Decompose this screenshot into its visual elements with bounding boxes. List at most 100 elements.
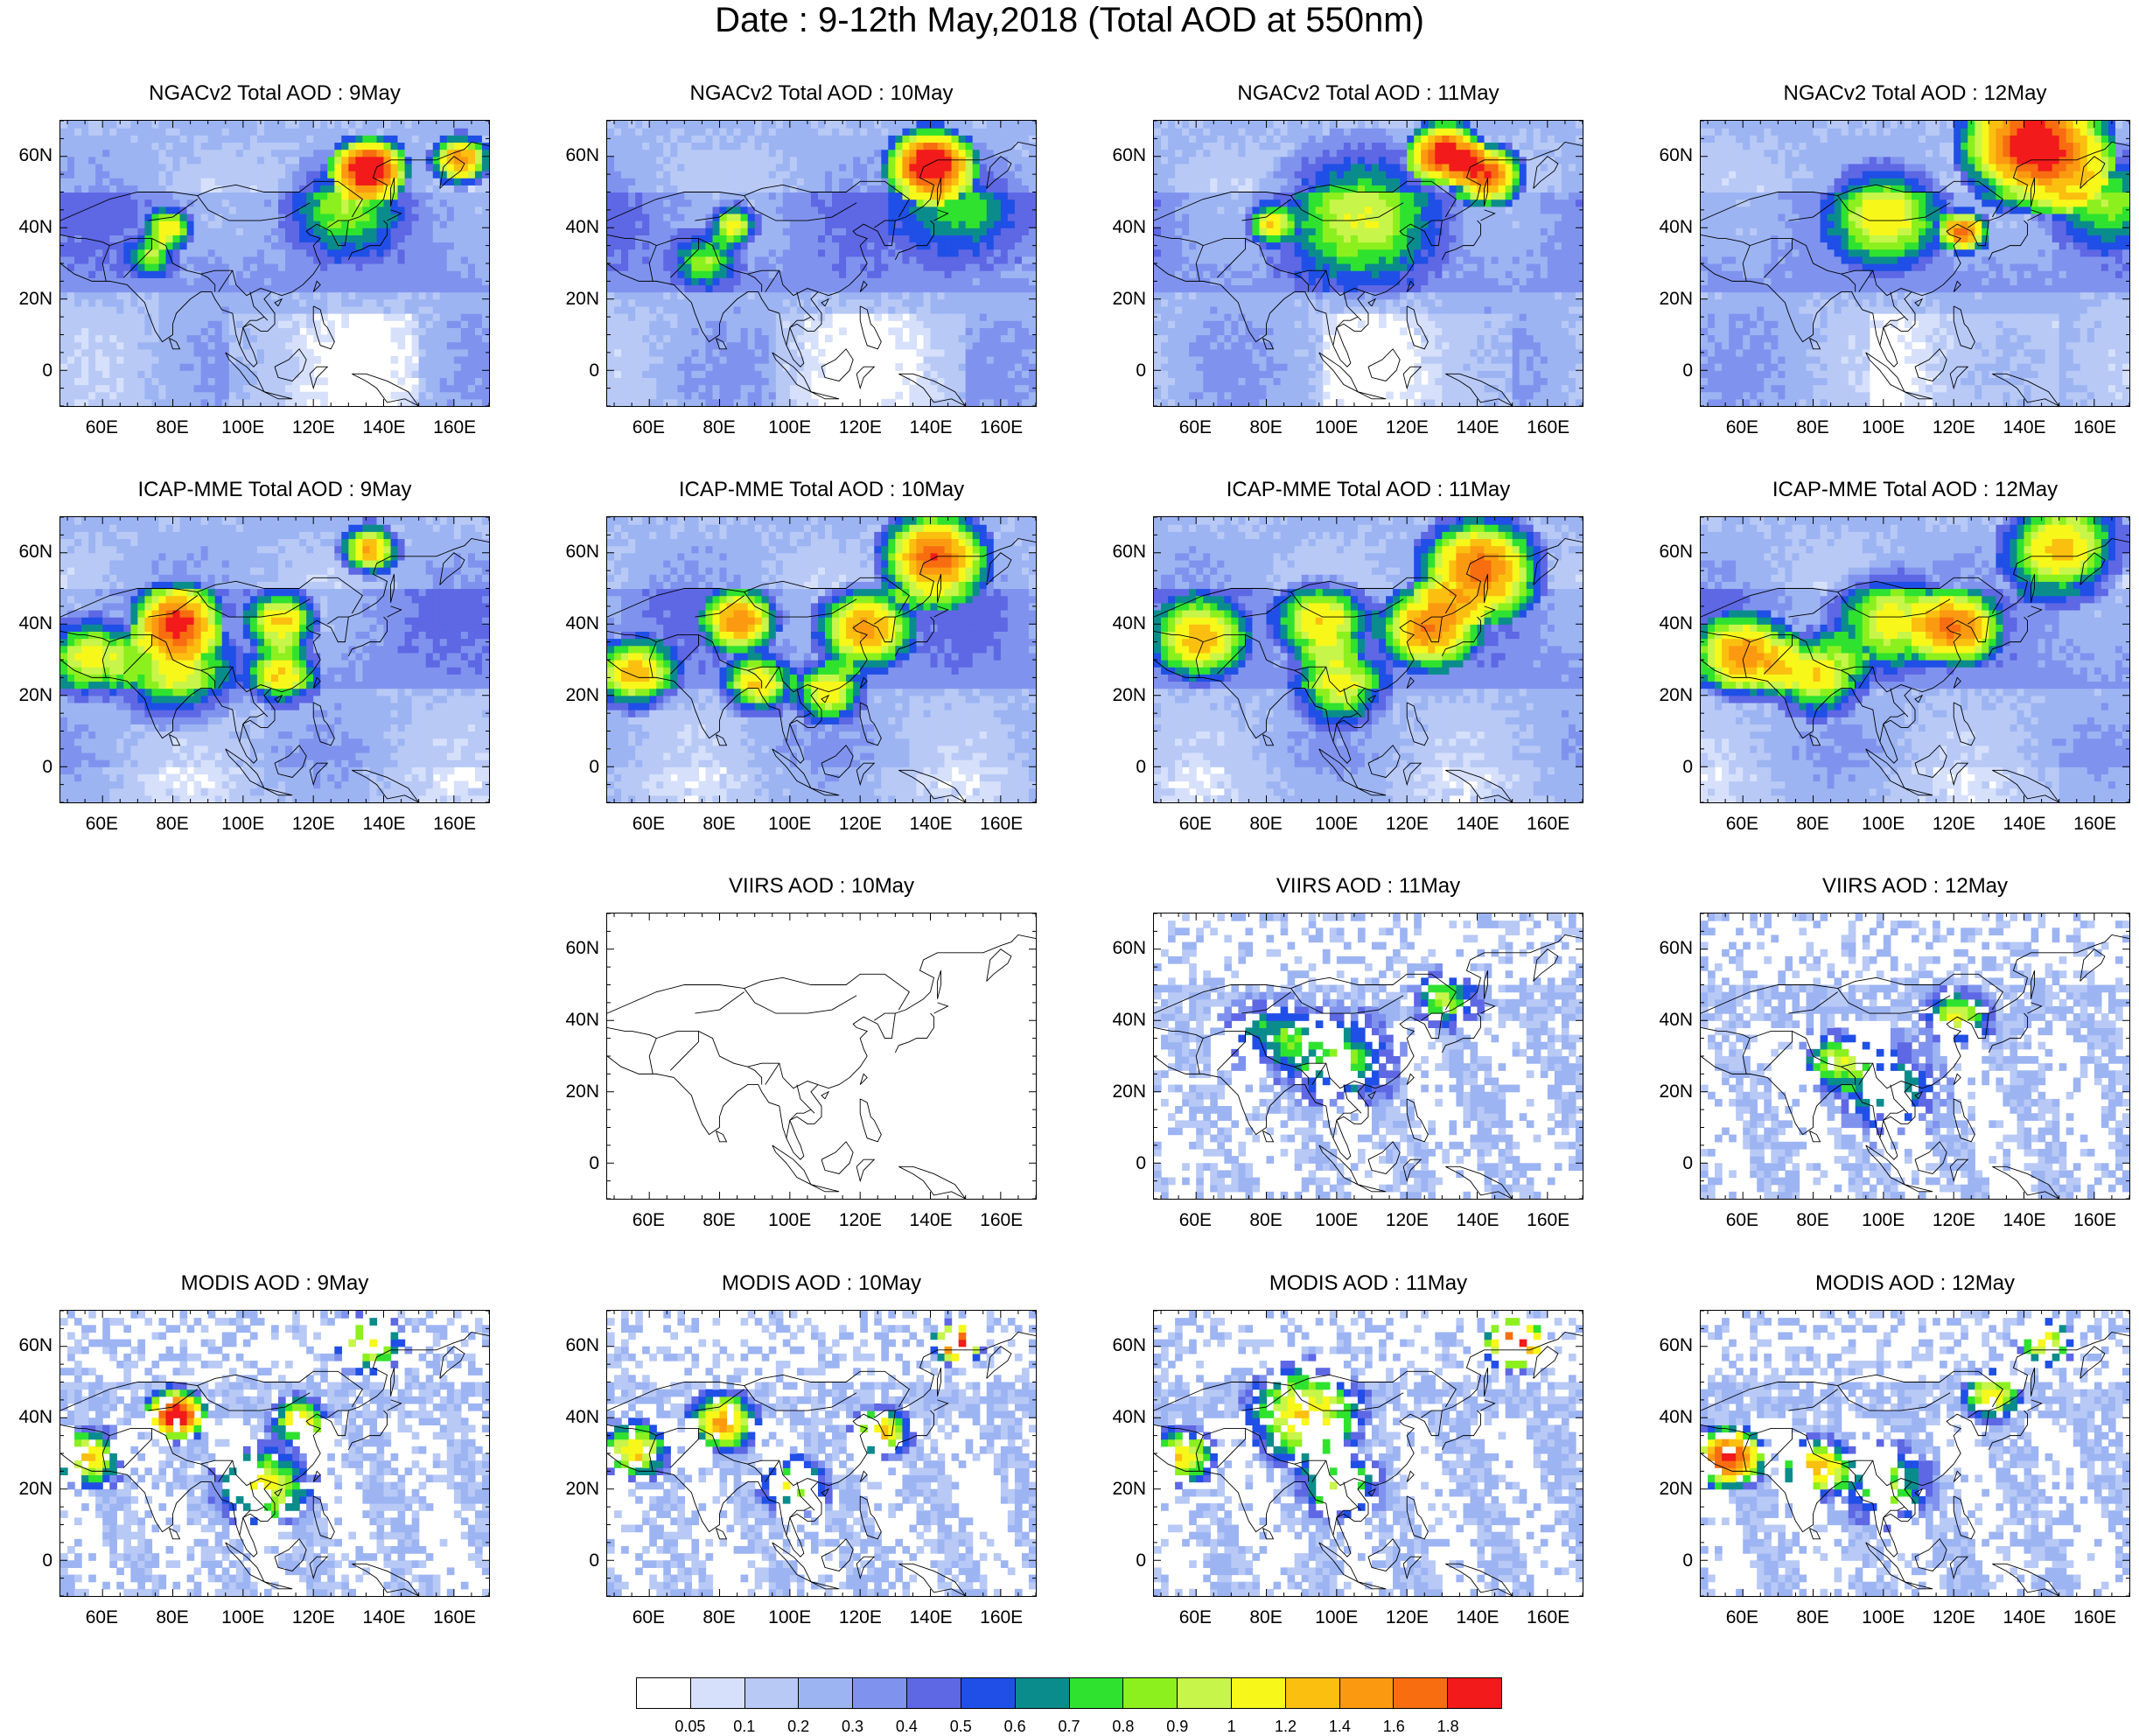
panel-title: MODIS AOD : 10May <box>605 1271 1038 1296</box>
colorbar-tick-label: 0.5 <box>934 1717 987 1736</box>
lat-tick-label: 20N <box>1094 289 1146 310</box>
lon-tick-label: 100E <box>1302 1210 1372 1231</box>
aod-field <box>1701 914 2129 1199</box>
lat-tick-label: 0 <box>1094 757 1146 778</box>
map-panel <box>59 120 490 407</box>
colorbar-tick-label: 0.05 <box>664 1717 716 1736</box>
lon-tick-label: 60E <box>1707 1210 1777 1231</box>
lon-tick-label: 80E <box>1778 1210 1848 1231</box>
map-panel <box>606 120 1037 407</box>
lat-tick-label: 60N <box>1640 938 1693 959</box>
lat-tick-label: 60N <box>1640 145 1693 166</box>
map-canvas <box>1154 914 1583 1199</box>
lon-tick-label: 60E <box>1160 814 1230 835</box>
colorbar-swatch <box>907 1678 961 1708</box>
map-panel <box>59 1310 490 1597</box>
lat-tick-label: 60N <box>1640 542 1693 563</box>
lon-tick-label: 160E <box>967 1607 1037 1628</box>
lon-tick-label: 140E <box>896 814 966 835</box>
lon-tick-label: 160E <box>2060 814 2130 835</box>
lon-tick-label: 140E <box>1989 814 2059 835</box>
map-canvas <box>60 517 489 802</box>
lat-tick-label: 40N <box>0 217 52 238</box>
lat-tick-label: 60N <box>547 542 599 563</box>
aod-field <box>60 121 489 406</box>
lon-tick-label: 80E <box>1778 1607 1848 1628</box>
lat-tick-label: 40N <box>547 1407 599 1428</box>
lat-tick-label: 60N <box>1094 1335 1146 1356</box>
lon-tick-label: 100E <box>208 1607 278 1628</box>
lon-tick-label: 60E <box>613 1607 683 1628</box>
lat-tick-label: 60N <box>1640 1335 1693 1356</box>
map-panel <box>59 516 490 803</box>
aod-field <box>607 1311 1036 1596</box>
lon-tick-label: 140E <box>896 417 966 438</box>
lat-tick-label: 60N <box>547 1335 599 1356</box>
lon-tick-label: 120E <box>1372 814 1442 835</box>
lon-tick-label: 80E <box>684 1210 754 1231</box>
map-canvas <box>607 517 1036 802</box>
lat-tick-label: 40N <box>0 613 52 634</box>
lat-tick-label: 0 <box>1640 360 1693 382</box>
colorbar-swatch <box>1394 1678 1448 1708</box>
colorbar-swatch <box>1070 1678 1124 1708</box>
lon-tick-label: 80E <box>1231 1210 1301 1231</box>
lat-tick-label: 40N <box>547 1010 599 1031</box>
lat-tick-label: 0 <box>0 1550 52 1572</box>
lat-tick-label: 0 <box>547 757 599 778</box>
lat-tick-label: 0 <box>1640 1153 1693 1174</box>
aod-field <box>1154 121 1583 406</box>
colorbar-swatch <box>1448 1678 1501 1708</box>
colorbar-tick-label: 0.2 <box>772 1717 825 1736</box>
map-canvas <box>1701 1311 2129 1596</box>
lat-tick-label: 60N <box>0 542 52 563</box>
lon-tick-label: 160E <box>420 1607 490 1628</box>
lon-tick-label: 100E <box>1302 417 1372 438</box>
lon-tick-label: 160E <box>2060 1210 2130 1231</box>
lat-tick-label: 0 <box>1094 360 1146 382</box>
lat-tick-label: 60N <box>547 938 599 959</box>
panel-title: ICAP-MME Total AOD : 9May <box>59 478 491 502</box>
lon-tick-label: 120E <box>1919 417 1989 438</box>
panel-title: NGACv2 Total AOD : 10May <box>605 81 1038 106</box>
lat-tick-label: 20N <box>0 685 52 706</box>
map-panel <box>1700 913 2130 1200</box>
lon-tick-label: 60E <box>1707 814 1777 835</box>
colorbar-tick-label: 1.6 <box>1367 1717 1420 1736</box>
lat-tick-label: 20N <box>1094 685 1146 706</box>
lat-tick-label: 0 <box>1094 1550 1146 1572</box>
aod-field <box>1701 1311 2129 1596</box>
lon-tick-label: 60E <box>613 814 683 835</box>
map-panel <box>606 913 1037 1200</box>
colorbar-tick-label: 1 <box>1206 1717 1258 1736</box>
map-canvas <box>60 121 489 406</box>
lon-tick-label: 120E <box>825 1210 895 1231</box>
lon-tick-label: 160E <box>420 417 490 438</box>
panel-title: NGACv2 Total AOD : 11May <box>1152 81 1584 106</box>
lon-tick-label: 60E <box>1160 417 1230 438</box>
lon-tick-label: 120E <box>1372 1607 1442 1628</box>
lat-tick-label: 40N <box>1094 613 1146 634</box>
colorbar-swatch <box>1123 1678 1178 1708</box>
lon-tick-label: 140E <box>1443 1607 1513 1628</box>
panel-title: VIIRS AOD : 11May <box>1152 874 1584 899</box>
lon-tick-label: 80E <box>684 417 754 438</box>
lon-tick-label: 60E <box>66 417 136 438</box>
lon-tick-label: 80E <box>684 814 754 835</box>
lon-tick-label: 80E <box>1231 1607 1301 1628</box>
lat-tick-label: 40N <box>547 613 599 634</box>
lon-tick-label: 120E <box>1919 1210 1989 1231</box>
lon-tick-label: 80E <box>1778 417 1848 438</box>
lon-tick-label: 160E <box>967 417 1037 438</box>
lat-tick-label: 40N <box>1640 1010 1693 1031</box>
aod-field <box>1154 1311 1583 1596</box>
lon-tick-label: 100E <box>1849 1607 1919 1628</box>
lon-tick-label: 120E <box>825 417 895 438</box>
lat-tick-label: 20N <box>0 1479 52 1500</box>
lat-tick-label: 20N <box>547 1479 599 1500</box>
lon-tick-label: 60E <box>1160 1607 1230 1628</box>
map-canvas <box>607 1311 1036 1596</box>
panel-title: ICAP-MME Total AOD : 10May <box>605 478 1038 502</box>
lon-tick-label: 160E <box>420 814 490 835</box>
lat-tick-label: 60N <box>1094 938 1146 959</box>
